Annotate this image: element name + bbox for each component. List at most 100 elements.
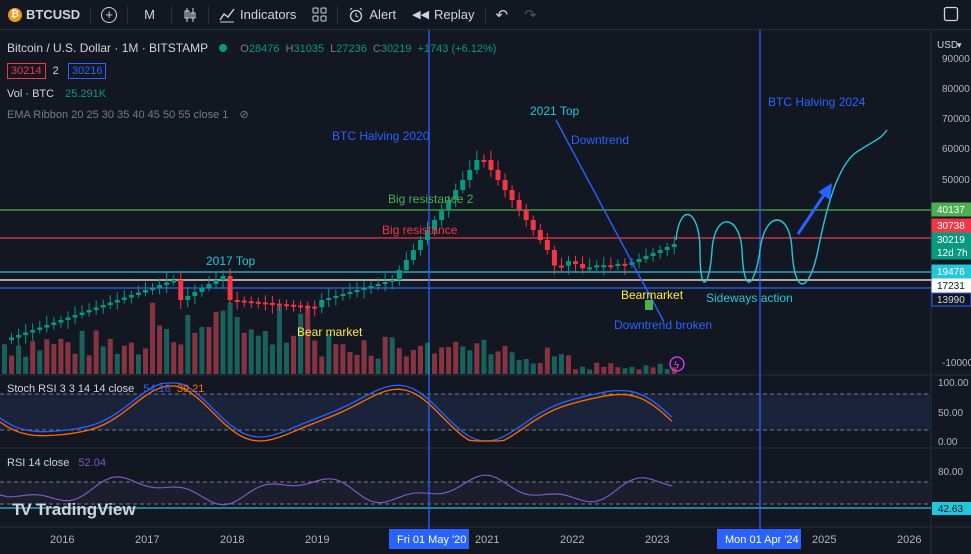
projection-path[interactable] [675, 129, 888, 285]
volume-bar [382, 336, 388, 374]
candle-body [375, 284, 381, 286]
templates-icon [312, 7, 327, 22]
volume-bar [284, 342, 289, 374]
vol-value: 25.291K [65, 88, 107, 100]
time-label: 2019 [305, 534, 329, 546]
hidden-eye-icon[interactable]: ⊘ [239, 109, 249, 121]
volume-bar [269, 344, 275, 374]
volume-bar [143, 348, 148, 374]
volume-bar [291, 335, 297, 374]
halving-2024-label: BTC Halving 2024 [768, 95, 866, 109]
candle-body [650, 253, 656, 256]
volume-legend[interactable]: Vol · BTC 25.291K [7, 88, 106, 100]
layouts-button[interactable] [304, 0, 335, 30]
candle-body [671, 244, 677, 247]
volume-bar [439, 347, 445, 374]
stoch-legend[interactable]: Stoch RSI 3 3 14 14 close 54.18 39.21 [7, 383, 204, 395]
change-value: +1743 (+6.12%) [417, 43, 497, 55]
symbol-search[interactable]: ₿ BTCUSD [0, 0, 88, 30]
vol-label: Vol · BTC [7, 88, 55, 100]
chart-type-button[interactable] [174, 0, 206, 30]
downtrend-line[interactable] [555, 119, 665, 323]
volume-bar [100, 346, 106, 374]
time-label: 2021 [475, 534, 499, 546]
candle-body [481, 160, 487, 162]
bitcoin-icon: ₿ [8, 7, 22, 22]
candle-body [495, 170, 501, 180]
time-axis[interactable]: 2016 2017 2018 2019 2021 2022 2023 2025 2026 [50, 534, 921, 546]
indicators-button[interactable]: Indicators [211, 0, 304, 30]
volume-bar [255, 335, 261, 374]
volume-bars [2, 302, 677, 374]
price-badge [931, 218, 971, 233]
events-icon[interactable] [669, 356, 685, 372]
candle-body [16, 335, 22, 338]
close-value: 30219 [380, 43, 412, 55]
volume-bar [594, 362, 600, 374]
alarm-clock-icon [350, 7, 363, 22]
candle-body [241, 300, 247, 303]
chart-canvas[interactable]: ϟ BTC Halving 2020 BTC Halving 2024 2021… [0, 30, 971, 554]
time-label: 2022 [560, 534, 584, 546]
volume-bar [121, 345, 127, 374]
candle-body [185, 296, 191, 300]
replay-button[interactable]: ◀◀ Replay [404, 0, 482, 30]
redo-button[interactable]: ↷ [516, 0, 545, 30]
interval-button[interactable]: M [130, 0, 169, 30]
symbol-label: BTCUSD [26, 7, 81, 22]
main-legend[interactable]: Bitcoin / U.S. Dollar · 1M · BITSTAMP O2… [7, 41, 496, 55]
time-label: 2018 [220, 534, 244, 546]
market-status-icon [219, 44, 228, 52]
fullscreen-button[interactable] [943, 6, 959, 25]
candle-body [220, 276, 226, 280]
volume-bar [453, 341, 459, 374]
volume-bar [312, 340, 318, 374]
time-label: 2026 [897, 534, 921, 546]
stoch-d-line [0, 385, 673, 442]
volume-bar [157, 325, 163, 374]
candle-body [396, 270, 402, 280]
bid-box[interactable]: 30214 [7, 63, 46, 79]
projection-arrow[interactable] [796, 191, 828, 235]
volume-bar [643, 365, 649, 374]
alert-button[interactable]: Alert [340, 0, 404, 30]
volume-bar [2, 344, 7, 374]
volume-bar [410, 349, 416, 374]
candle-body [65, 317, 71, 320]
sideways-label: Sideways action [706, 291, 793, 305]
volume-bar [86, 355, 92, 374]
volume-bar [326, 334, 332, 374]
time-cursor-1 [389, 529, 469, 549]
indicators-icon [219, 8, 235, 22]
volume-bar [30, 341, 36, 374]
volume-bar [615, 367, 621, 374]
time-label: 2017 [135, 534, 159, 546]
currency-label[interactable]: USD [937, 40, 958, 51]
candle-body [636, 259, 642, 262]
candle-body [284, 304, 289, 307]
undo-button[interactable]: ↶ [488, 0, 517, 30]
compare-button[interactable]: + [93, 0, 125, 30]
rsi-legend[interactable]: RSI 14 close 52.04 [7, 457, 106, 469]
chart-area[interactable]: ϟ BTC Halving 2020 BTC Halving 2024 2021… [0, 30, 971, 554]
time-label: 2023 [645, 534, 669, 546]
tradingview-logo[interactable]: TV TradingView [12, 500, 136, 520]
ask-box[interactable]: 30216 [67, 63, 107, 79]
candle-body [114, 300, 120, 303]
time-cursor-2-label: Mon 01 Apr '24 [725, 534, 799, 546]
currency-dropdown-icon[interactable]: ▾ [957, 40, 962, 50]
price-axis[interactable]: 90000 80000 70000 60000 50000 -10000 [942, 54, 971, 369]
divider [171, 5, 173, 24]
candle-body [664, 247, 670, 250]
o-label: O [240, 43, 249, 55]
price-tick: -10000 [942, 358, 971, 369]
candle-body [446, 200, 452, 210]
rsi-badge [932, 502, 971, 515]
top-2017-label: 2017 Top [206, 254, 255, 268]
arrow-head-icon [818, 183, 832, 200]
candle-body [86, 310, 92, 313]
candle-body [417, 240, 423, 250]
candle-body [9, 337, 15, 340]
ema-legend[interactable]: EMA Ribbon 20 25 30 35 40 45 50 55 close… [7, 108, 249, 121]
candle-body [164, 282, 170, 285]
